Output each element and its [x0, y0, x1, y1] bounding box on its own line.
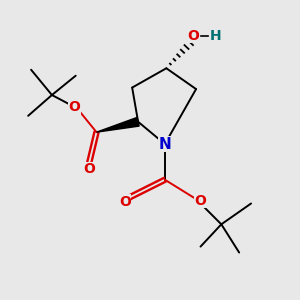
Text: O: O — [187, 28, 199, 43]
Polygon shape — [97, 117, 139, 132]
Text: N: N — [158, 136, 171, 152]
Text: O: O — [119, 195, 131, 209]
Text: H: H — [210, 28, 222, 43]
Text: O: O — [195, 194, 206, 208]
Text: O: O — [83, 162, 95, 176]
Text: O: O — [68, 100, 80, 114]
